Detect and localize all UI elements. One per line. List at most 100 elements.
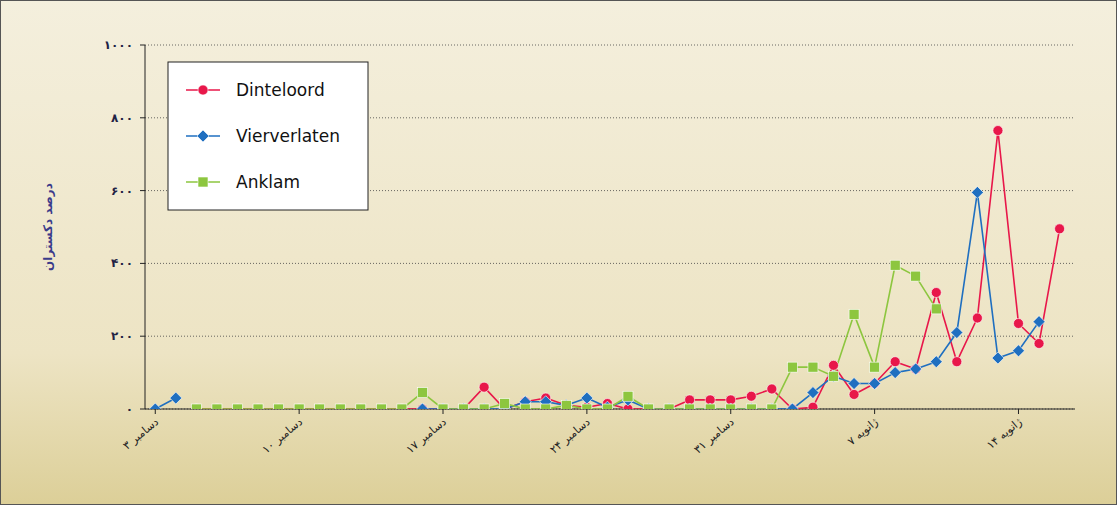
point <box>356 404 366 409</box>
y-tick <box>140 409 145 410</box>
point <box>745 403 757 409</box>
x-tick <box>730 409 731 414</box>
x-tick-label: ۱۴ ژانویه <box>984 415 1024 452</box>
point <box>438 404 448 409</box>
point <box>931 304 941 314</box>
point <box>1055 224 1065 234</box>
point <box>869 378 881 390</box>
point <box>951 327 963 339</box>
point <box>253 404 263 409</box>
point <box>766 403 778 409</box>
point <box>930 356 942 368</box>
point <box>704 403 716 409</box>
x-tick <box>586 409 587 414</box>
x-tick <box>443 409 444 414</box>
point <box>191 404 201 409</box>
x-tick-label: ۱۰ دسامبر <box>260 415 305 456</box>
point <box>911 364 921 374</box>
point <box>541 404 551 409</box>
point <box>828 370 840 382</box>
point <box>808 362 818 372</box>
point <box>253 404 263 409</box>
legend-marker <box>197 130 209 142</box>
point <box>829 371 839 381</box>
point <box>931 288 941 298</box>
point <box>890 260 900 270</box>
point <box>1012 345 1024 357</box>
point <box>561 400 571 409</box>
y-tick <box>140 117 145 118</box>
point <box>849 309 859 319</box>
point <box>705 404 715 409</box>
point <box>294 404 304 409</box>
point <box>726 404 736 409</box>
point <box>992 352 1004 364</box>
y-tick <box>140 263 145 264</box>
point <box>664 404 674 409</box>
point <box>417 388 427 398</box>
point <box>438 404 448 409</box>
point <box>479 404 489 409</box>
point <box>417 404 427 409</box>
point <box>294 404 304 409</box>
y-tick <box>140 336 145 337</box>
point <box>746 404 756 409</box>
point <box>848 378 860 390</box>
point <box>1033 316 1045 328</box>
point <box>356 404 366 409</box>
legend-label: Vierverlaten <box>236 126 340 146</box>
legend-label: Anklam <box>236 172 300 192</box>
point <box>993 126 1003 136</box>
y-axis-title: درصد دکستران <box>41 183 55 271</box>
point <box>889 367 901 379</box>
point <box>191 404 201 409</box>
x-tick-label: ۳۱ دسامبر <box>691 415 736 456</box>
point <box>787 404 797 409</box>
point <box>663 403 675 409</box>
grid-line <box>145 336 1075 337</box>
point <box>725 403 737 409</box>
y-tick-label: ۴۰۰ <box>111 256 133 270</box>
point <box>746 391 756 401</box>
point <box>212 404 222 409</box>
point <box>315 404 325 409</box>
point <box>274 404 284 409</box>
point <box>274 404 284 409</box>
background <box>1 1 1117 505</box>
point <box>972 313 982 323</box>
x-tick-label: ۲۴ دسامبر <box>548 415 593 456</box>
series-line <box>155 192 1039 409</box>
x-tick <box>874 409 875 414</box>
point <box>849 389 859 399</box>
point <box>870 379 880 389</box>
point <box>479 382 489 392</box>
y-tick <box>140 190 145 191</box>
point <box>644 404 654 409</box>
x-tick <box>1018 409 1019 414</box>
point <box>644 404 654 409</box>
point <box>910 363 922 375</box>
point <box>232 404 242 409</box>
x-tick-label: ۱۷ دسامبر <box>404 415 449 456</box>
point <box>870 362 880 372</box>
y-tick-label: ۸۰۰ <box>111 111 133 125</box>
point <box>232 404 242 409</box>
point <box>376 404 386 409</box>
x-tick <box>155 409 156 414</box>
point <box>500 399 510 409</box>
legend-marker <box>198 85 208 95</box>
point <box>170 392 182 404</box>
y-axis <box>145 45 146 409</box>
point <box>685 404 695 409</box>
point <box>890 357 900 367</box>
point <box>684 403 696 409</box>
point <box>1013 318 1023 328</box>
point <box>623 391 633 401</box>
point <box>397 404 407 409</box>
grid-line <box>145 263 1075 264</box>
point <box>315 404 325 409</box>
point <box>808 402 818 409</box>
point <box>335 404 345 409</box>
x-tick-label: ۳ دسامبر <box>121 415 162 452</box>
point <box>767 384 777 394</box>
